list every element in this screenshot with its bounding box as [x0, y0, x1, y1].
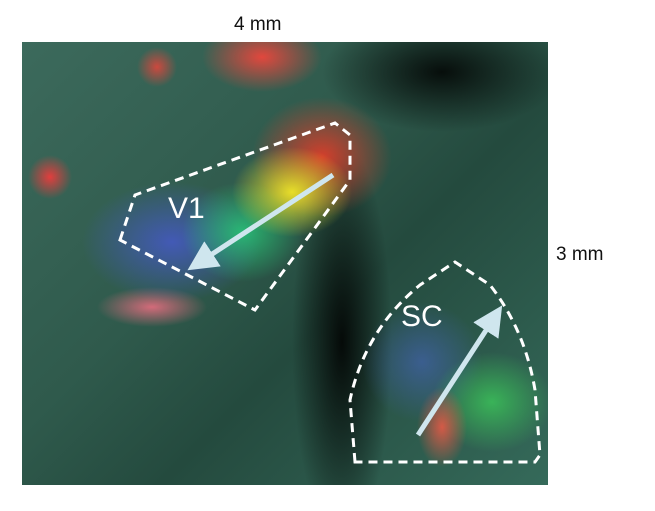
v1-label: V1 — [168, 192, 205, 225]
sc-outline — [348, 260, 542, 464]
sc-arrow — [415, 305, 503, 437]
v1-outline — [118, 121, 352, 312]
scale-width-label: 4 mm — [234, 14, 282, 35]
cortex-map-image — [22, 42, 548, 485]
v1-arrow — [187, 172, 335, 271]
scale-height-label: 3 mm — [556, 244, 604, 265]
sc-label: SC — [401, 300, 443, 333]
